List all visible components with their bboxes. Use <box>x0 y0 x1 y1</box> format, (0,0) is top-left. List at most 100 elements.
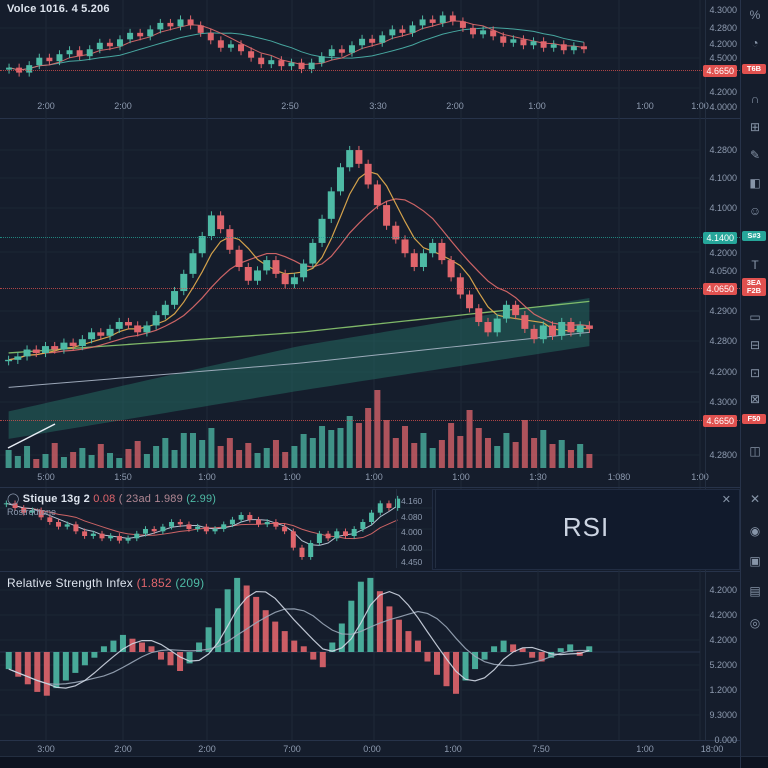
time-axis[interactable]: 3:00 2:00 2:00 7:00 0:00 1:00 7:50 1:00 18:00 <box>0 740 740 757</box>
camera-icon[interactable]: ◉ <box>749 524 761 538</box>
mini-axis-label: 4.450 <box>401 557 423 567</box>
price-label: 1.2000 <box>709 685 737 695</box>
rsi-placeholder-box: RSI ✕ <box>432 489 740 570</box>
footer-bar <box>0 756 768 768</box>
time-label: 1:00 <box>691 472 709 482</box>
oscillator-histogram-chart[interactable] <box>0 570 740 740</box>
main-chart-panel: 5:00 1:50 1:00 1:00 1:00 1:00 1:30 1:080 1:00 <box>0 118 740 487</box>
pattern-icon[interactable]: ⊠ <box>749 392 761 406</box>
indicator-mini-axis: 4.160 4.080 4.000 4.000 4.450 <box>396 489 436 568</box>
alert-line-overview[interactable] <box>0 70 740 71</box>
time-label: 1:00 <box>365 472 383 482</box>
indicator-pane-title: ◯ Stique 13g 2 0.08 ( 23ad 1.989 (2.99) <box>7 492 216 505</box>
oscillator-value-red: (1.852 <box>136 576 172 590</box>
order-chip-1[interactable]: T6B <box>742 64 766 74</box>
price-label: 4.2000 <box>709 367 737 377</box>
time-label: 1:00 <box>198 472 216 482</box>
price-label: 4.2000 <box>709 610 737 620</box>
indicator-icon: ◯ <box>7 493 23 505</box>
mini-axis-label: 4.160 <box>401 496 423 506</box>
order-chip-2[interactable]: S#3 <box>742 231 766 241</box>
overview-candlestick-chart[interactable] <box>0 0 740 118</box>
ruler-icon[interactable]: ▭ <box>749 310 761 324</box>
price-label: 4.3000 <box>709 397 737 407</box>
overview-chart-panel: Volce 1016. 4 5.206 2:00 2:00 2:50 3:30 2:00… <box>0 0 740 119</box>
cube-icon[interactable]: ⊡ <box>749 366 761 380</box>
price-label: 4.1000 <box>709 203 737 213</box>
text-tool-icon[interactable]: T <box>751 258 759 272</box>
time-label: 2:00 <box>198 744 216 754</box>
pie-icon[interactable]: ◔ <box>751 36 759 50</box>
time-label: 1:00 <box>528 101 546 111</box>
overview-panel-title: Volce 1016. 4 5.206 <box>7 3 110 15</box>
help-circle-icon[interactable]: ◎ <box>749 616 761 630</box>
layout-grid-icon[interactable]: ⊞ <box>749 120 761 134</box>
price-label: 4.2800 <box>709 145 737 155</box>
price-axis[interactable]: 4.3000 4.2800 4.2000 4.5000 4.6650 4.2000 4.00… <box>700 0 740 745</box>
time-label: 2:00 <box>37 101 55 111</box>
price-label: 4.2000 <box>709 248 737 258</box>
order-chip-3[interactable]: 3EA F2B <box>742 278 766 296</box>
time-label: 2:00 <box>114 101 132 111</box>
time-label: 1:00 <box>636 744 654 754</box>
price-label: 4.0000 <box>709 102 737 112</box>
price-label: 0.000 <box>714 735 737 745</box>
close-icon[interactable]: ✕ <box>749 492 761 506</box>
price-tag[interactable]: 4.6650 <box>703 65 737 77</box>
magnet-icon[interactable]: ∩ <box>750 92 760 106</box>
time-label: 18:00 <box>700 744 724 754</box>
indicator-title: Stique 13g 2 <box>22 493 90 505</box>
price-axis-separator <box>705 0 706 740</box>
price-label: 4.2000 <box>709 39 737 49</box>
time-label: 1:30 <box>529 472 547 482</box>
time-label: 1:080 <box>607 472 631 482</box>
smiley-icon[interactable]: ☺ <box>748 204 762 218</box>
time-label: 1:00 <box>444 744 462 754</box>
pencil-icon[interactable]: ✎ <box>749 148 761 162</box>
price-label: 4.2800 <box>709 450 737 460</box>
mini-axis-label: 4.000 <box>401 527 423 537</box>
price-label: 4.1000 <box>709 173 737 183</box>
drawing-toolbar: % ◔ T6B ∩ ⊞ ✎ ◧ ☺ S#3 T 3EA F2B ▭ ⊟ ⊡ ⊠ F50 ◫ ✕ ◉ ▣ ▤ ◎ <box>740 0 768 768</box>
time-label: 7:00 <box>283 744 301 754</box>
percent-icon[interactable]: % <box>749 8 761 22</box>
price-tag[interactable]: 4.1400 <box>703 232 737 244</box>
indicator-value-gray: ( 23ad 1.989 <box>118 493 183 505</box>
order-chip-4[interactable]: F50 <box>742 414 766 424</box>
image-icon[interactable]: ▣ <box>749 554 761 568</box>
price-line-red-2[interactable] <box>0 420 740 421</box>
price-label: 4.0500 <box>709 266 737 276</box>
lock-icon[interactable]: ◫ <box>749 444 761 458</box>
main-candlestick-chart[interactable] <box>0 118 740 487</box>
oscillator-panel-title: Relative Strength Infex (1.852 (209) <box>7 576 204 590</box>
time-label: 2:00 <box>446 101 464 111</box>
time-label: 1:00 <box>636 101 654 111</box>
time-label: 2:00 <box>114 744 132 754</box>
price-label: 9.3000 <box>709 710 737 720</box>
price-label: 4.2000 <box>709 635 737 645</box>
price-tag[interactable]: 4.6650 <box>703 415 737 427</box>
time-label: 3:30 <box>369 101 387 111</box>
mini-axis-label: 4.080 <box>401 512 423 522</box>
time-label: 3:00 <box>37 744 55 754</box>
calendar-icon[interactable]: ⊟ <box>749 338 761 352</box>
eraser-icon[interactable]: ◧ <box>749 176 761 190</box>
mini-axis-label: 4.000 <box>401 543 423 553</box>
card-icon[interactable]: ▤ <box>749 584 761 598</box>
time-label: 1:50 <box>114 472 132 482</box>
price-tag[interactable]: 4.0650 <box>703 283 737 295</box>
oscillator-panel: Relative Strength Infex (1.852 (209) <box>0 570 740 740</box>
time-label: 1:00 <box>691 101 709 111</box>
indicator-value-green: (2.99) <box>186 493 217 505</box>
oscillator-value-green: (209) <box>175 576 205 590</box>
rsi-close-icon[interactable]: ✕ <box>721 494 731 506</box>
time-label: 7:50 <box>532 744 550 754</box>
price-line-red-1[interactable] <box>0 288 740 289</box>
price-label: 4.2800 <box>709 336 737 346</box>
price-label: 5.2000 <box>709 660 737 670</box>
time-label: 1:00 <box>452 472 470 482</box>
price-line-teal[interactable] <box>0 237 740 238</box>
rsi-box-label: RSI <box>562 512 610 542</box>
price-label: 4.3000 <box>709 5 737 15</box>
time-label: 1:00 <box>283 472 301 482</box>
